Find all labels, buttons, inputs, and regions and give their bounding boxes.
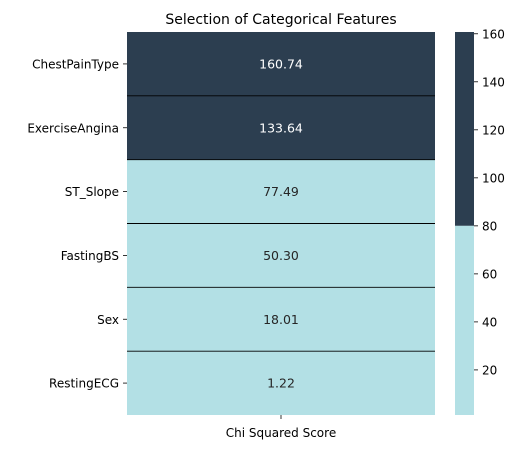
cell-value-label: 160.74 — [259, 56, 303, 71]
x-axis: Chi Squared Score — [226, 415, 336, 440]
cell-value-label: 77.49 — [263, 184, 299, 199]
cell-value-label: 50.30 — [263, 248, 299, 263]
y-tick-label: Sex — [97, 313, 119, 327]
heatmap-area: 160.74 133.64 77.49 50.30 18.01 1.22 — [127, 32, 435, 415]
y-tick-label: ExerciseAngina — [27, 121, 119, 135]
colorbar-tick-label: 160 — [482, 27, 505, 41]
heatmap-cell-chestpaintype — [127, 32, 435, 96]
heatmap-cell-sex — [127, 287, 435, 352]
cell-value-label: 133.64 — [259, 120, 303, 135]
colorbar: 20 40 60 80 100 120 140 160 — [455, 27, 505, 415]
colorbar-tick-label: 40 — [482, 315, 497, 329]
colorbar-tick-label: 120 — [482, 123, 505, 137]
y-tick-label: ChestPainType — [32, 57, 119, 71]
colorbar-high-segment — [455, 32, 474, 226]
heatmap-cell-exerciseangina — [127, 95, 435, 160]
x-tick-label: Chi Squared Score — [226, 426, 336, 440]
colorbar-tick-label: 80 — [482, 219, 497, 233]
y-tick-label: RestingECG — [49, 377, 119, 391]
heatmap-cell-restingecg — [127, 351, 435, 415]
colorbar-tick-label: 20 — [482, 363, 497, 377]
colorbar-tick-label: 100 — [482, 171, 505, 185]
cell-value-label: 1.22 — [267, 376, 295, 391]
colorbar-low-segment — [455, 225, 474, 415]
y-axis: ChestPainType ExerciseAngina ST_Slope Fasti… — [27, 57, 127, 391]
cell-value-label: 18.01 — [263, 312, 299, 327]
colorbar-tick-label: 140 — [482, 75, 505, 89]
heatmap-cell-fastingbs — [127, 223, 435, 288]
y-tick-label: ST_Slope — [65, 185, 119, 199]
chart-title: Selection of Categorical Features — [165, 12, 396, 28]
y-tick-label: FastingBS — [61, 249, 119, 263]
heatmap-cell-st_slope — [127, 159, 435, 224]
colorbar-tick-label: 60 — [482, 267, 497, 281]
